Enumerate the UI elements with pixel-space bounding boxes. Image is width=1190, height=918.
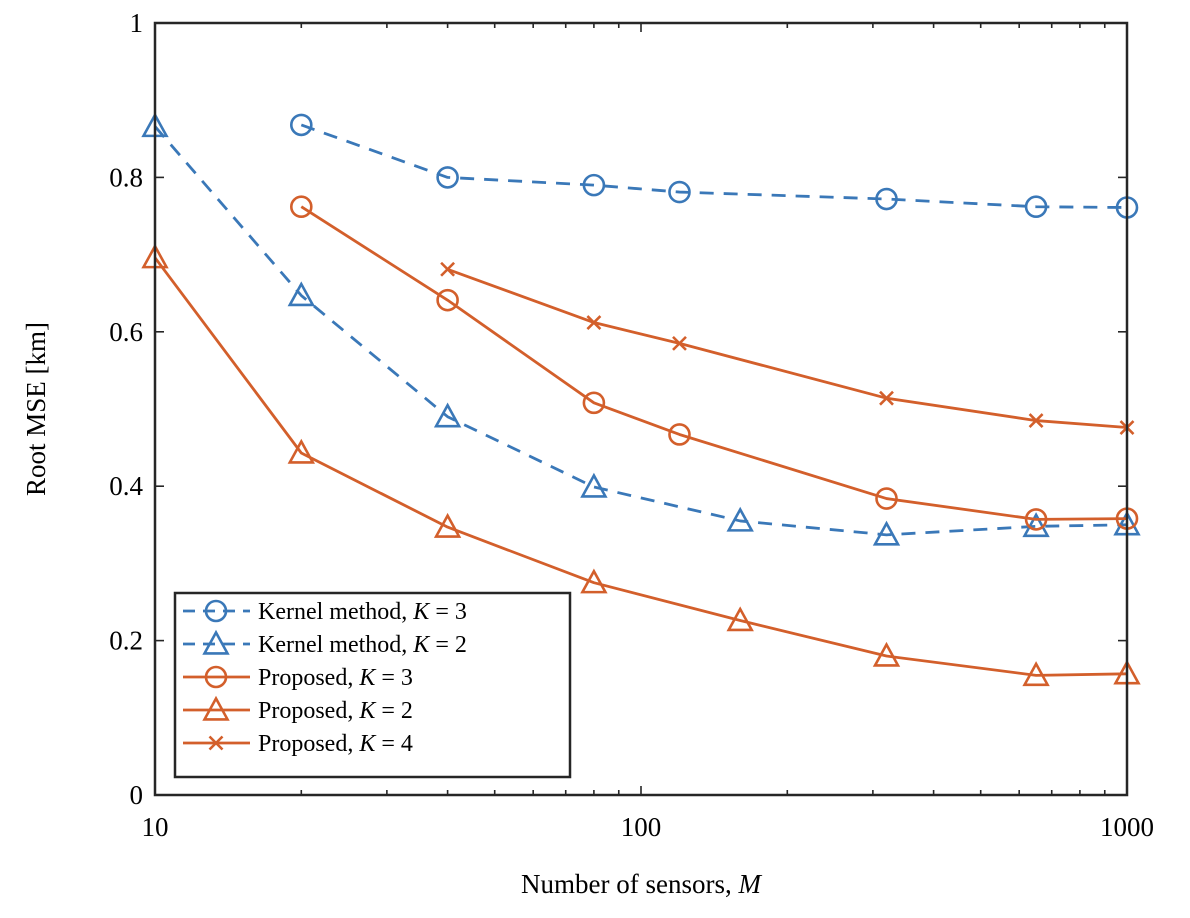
data-point: [872, 520, 901, 546]
series-line: [300, 123, 1128, 209]
data-point: [726, 506, 754, 532]
legend-entry-proposed-k-4: Proposed, K = 4: [183, 731, 413, 757]
legend-label: Kernel method, K = 3: [258, 599, 467, 625]
tick-labels: 10 100 1000 0 0.2 0.4 0.6 0.8 1: [109, 8, 1154, 842]
y-tick-label: 0.4: [109, 471, 143, 501]
data-point: [287, 281, 315, 307]
data-point: [436, 288, 459, 312]
legend-box: [173, 591, 572, 779]
data-point: [879, 390, 894, 406]
series-line: [300, 205, 1128, 521]
data-point: [875, 487, 898, 510]
data-point: [1024, 195, 1048, 219]
legend-marker: [204, 599, 228, 623]
data-point: [433, 402, 462, 428]
x-tick-label: 100: [621, 812, 662, 842]
y-tick-label: 1: [130, 8, 144, 38]
legend: Kernel method, K = 3 Kernel method, K = 2…: [173, 591, 572, 779]
y-tick-label: 0: [130, 780, 144, 810]
data-point: [672, 335, 687, 351]
legend-label: Proposed, K = 2: [258, 698, 413, 724]
series-line: [447, 267, 1128, 429]
data-point: [1022, 661, 1050, 687]
series-kernel-method-k-3: [290, 113, 1139, 219]
series-kernel-method-k-2: [141, 112, 1141, 546]
data-point: [290, 195, 313, 219]
data-point: [1028, 413, 1044, 428]
legend-label: Proposed, K = 3: [258, 665, 413, 691]
data-point: [668, 423, 691, 446]
series-line: [153, 256, 1128, 677]
legend-entries: Kernel method, K = 3 Kernel method, K = 2…: [183, 599, 467, 757]
data-point: [436, 166, 459, 189]
x-tick-label: 1000: [1100, 812, 1154, 842]
legend-label: Kernel method, K = 2: [258, 632, 467, 658]
legend-marker: [204, 665, 228, 689]
data-point: [1024, 508, 1048, 531]
y-tick-label: 0.2: [109, 626, 143, 656]
data-point: [433, 512, 462, 538]
data-point: [580, 472, 608, 498]
data-point: [726, 606, 754, 632]
series-proposed-k-4: [440, 261, 1135, 435]
legend-entry-proposed-k-3: Proposed, K = 3: [183, 665, 413, 691]
data-point: [290, 113, 313, 137]
legend-label: Proposed, K = 4: [258, 731, 413, 757]
data-point: [872, 641, 901, 667]
y-tick-label: 0.8: [109, 162, 143, 192]
data-point: [1022, 512, 1050, 538]
legend-entry-kernel-method-k-2: Kernel method, K = 2: [183, 629, 467, 658]
data-point: [287, 438, 315, 464]
data-point: [440, 261, 456, 277]
y-tick-label: 0.6: [109, 317, 143, 347]
legend-marker: [202, 695, 230, 721]
x-axis-title: Number of sensors, M: [521, 869, 762, 899]
data-point: [875, 187, 898, 211]
y-axis-title: Root MSE [km]: [21, 322, 51, 496]
legend-marker: [202, 629, 230, 655]
series-proposed-k-3: [290, 195, 1139, 531]
data-point: [582, 173, 606, 197]
legend-entry-kernel-method-k-3: Kernel method, K = 3: [183, 599, 467, 625]
x-tick-label: 10: [142, 812, 169, 842]
plot-frame: [153, 21, 1129, 797]
legend-marker: [208, 735, 224, 751]
series-line: [153, 125, 1128, 537]
data-point: [668, 180, 691, 204]
data-point: [582, 391, 606, 415]
legend-entry-proposed-k-2: Proposed, K = 2: [183, 695, 413, 724]
data-point: [586, 315, 602, 330]
data-point: [580, 568, 608, 594]
